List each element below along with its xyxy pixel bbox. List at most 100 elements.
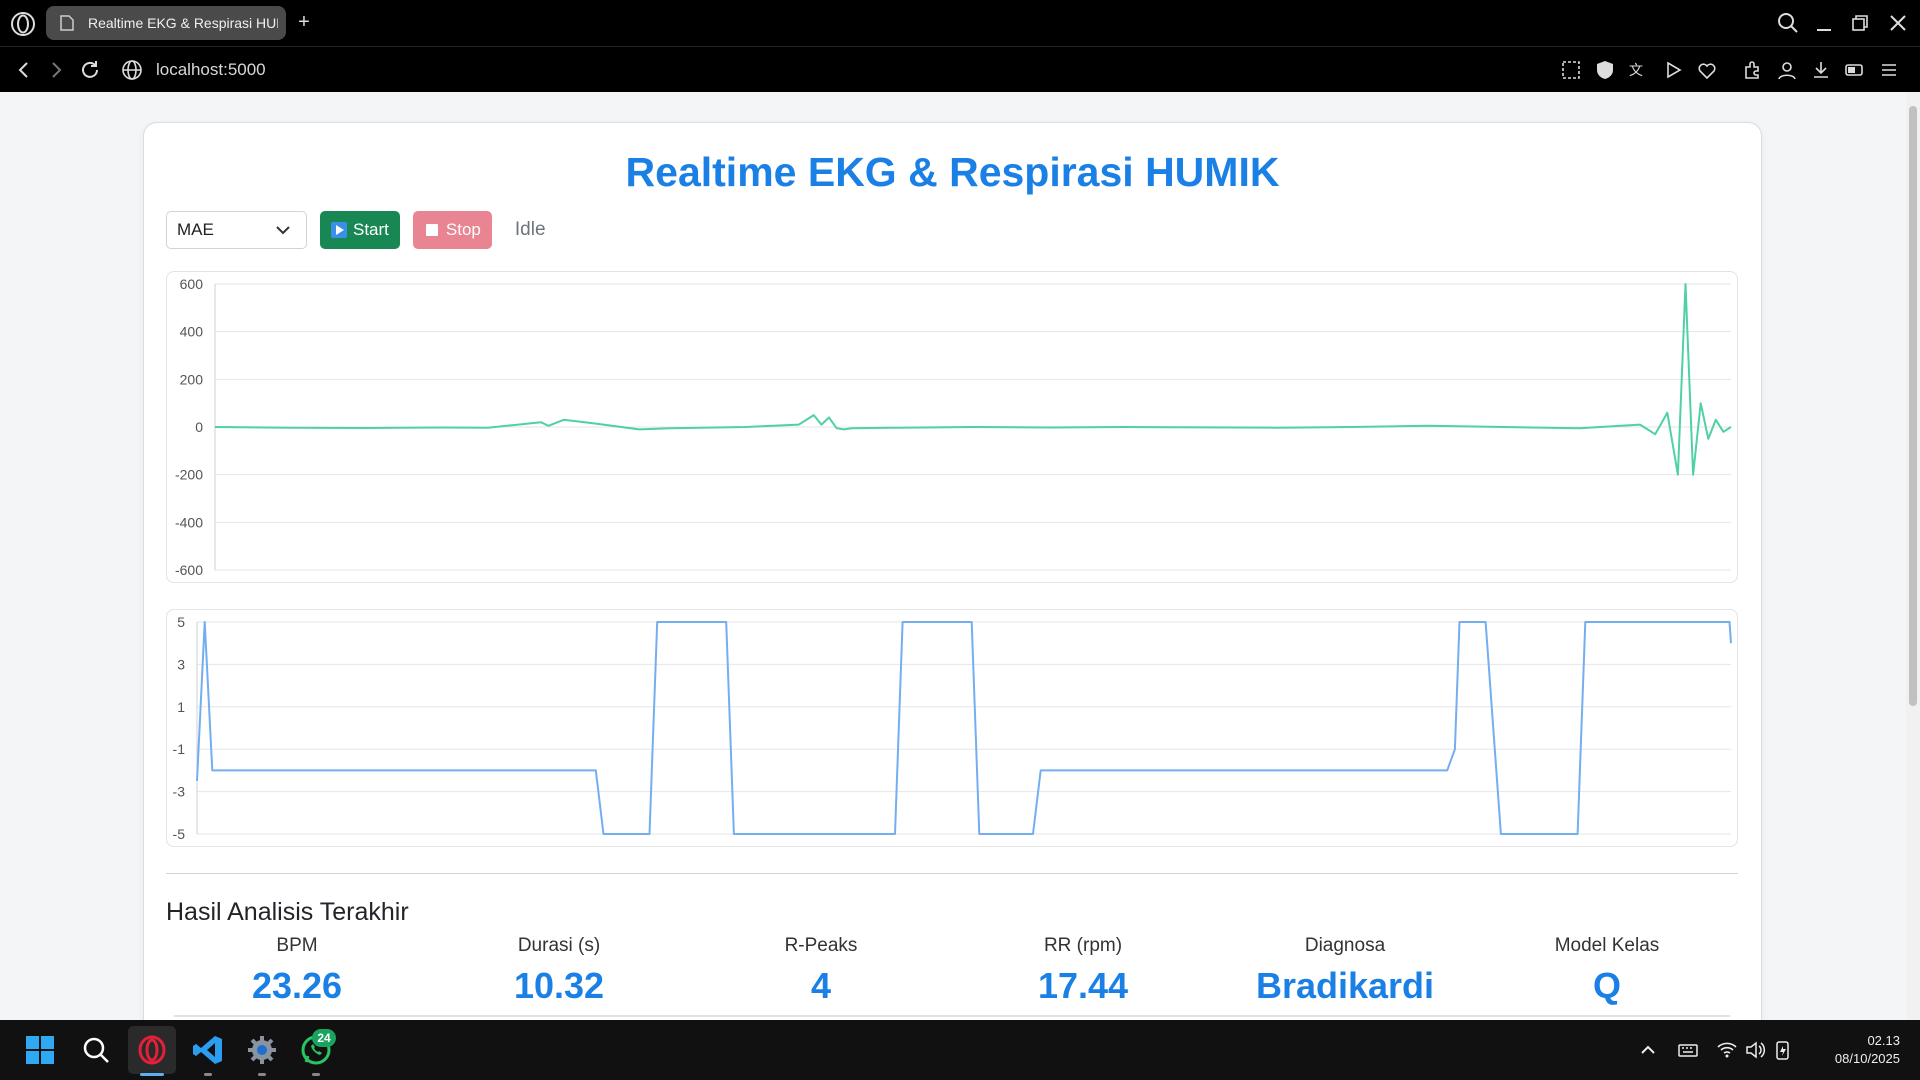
page-title: Realtime EKG & Respirasi HUMIK [625,149,1280,195]
y-tick-label: -400 [175,514,203,530]
stat-label: Model Kelas [1554,935,1660,956]
running-indicator [258,1073,266,1076]
opera-logo-icon[interactable] [10,11,36,37]
stat-label: Diagnosa [1304,935,1386,956]
battery-saver-icon[interactable] [1844,59,1866,81]
stat-model-class: Model Kelas Q [1476,935,1738,1007]
minimize-icon[interactable] [1812,11,1836,35]
y-tick-label: 200 [180,371,204,387]
y-tick-label: -200 [175,467,203,483]
status-text: Idle [514,219,546,240]
play-icon[interactable] [1662,59,1684,81]
y-tick-label: 600 [180,276,204,292]
url-field[interactable]: localhost:5000 [156,60,266,79]
series-line [214,283,1732,476]
start-button[interactable]: Start [320,211,400,249]
taskbar-active-app [128,1026,176,1074]
model-select[interactable]: MAE [166,211,307,249]
stat-value: 10.32 [513,965,605,1006]
running-indicator [204,1073,212,1076]
notification-badge: 24 [312,1029,336,1047]
ekg-chart: 600 400 200 0 -200 -400 -600 [166,271,1738,583]
y-tick-label: 3 [177,656,185,672]
stat-diagnosis: Diagnosa Bradikardi [1214,935,1476,1007]
vscode-icon[interactable] [192,1034,224,1066]
stat-value: Bradikardi [1255,965,1435,1006]
wifi-icon[interactable] [1716,1039,1738,1061]
respiration-chart: 5 3 1 -1 -3 -5 [166,609,1738,847]
extensions-icon[interactable] [1742,59,1764,81]
tab-title: Realtime EKG & Respirasi HUMIK [88,15,278,31]
translate-icon[interactable]: 文 [1628,59,1650,81]
windows-taskbar: 24 02.13 08/10/2025 [0,1020,1920,1080]
clock-date: 08/10/2025 [1834,1051,1900,1066]
y-tick-label: -600 [175,562,203,578]
restore-icon[interactable] [1848,11,1872,35]
new-tab-button[interactable]: + [298,11,310,33]
browser-tab-active[interactable]: Realtime EKG & Respirasi HUMIK [46,6,286,40]
stat-value: 4 [810,965,832,1006]
snapshot-icon[interactable] [1560,59,1582,81]
analysis-section-title: Hasil Analisis Terakhir [166,898,409,926]
y-tick-label: 400 [180,324,204,340]
y-tick-label: 1 [177,699,185,715]
battery-icon[interactable] [1772,1039,1794,1061]
stat-label: Durasi (s) [517,935,601,956]
y-tick-label: 5 [177,614,185,630]
ekg-chart-svg: 600 400 200 0 -200 -400 -600 [175,276,1732,578]
profile-icon[interactable] [1776,59,1798,81]
stat-value: 23.26 [251,965,343,1006]
opera-taskbar-icon[interactable] [136,1034,168,1066]
menu-icon[interactable] [1878,59,1900,81]
stat-label: R-Peaks [784,935,858,956]
search-tabs-icon[interactable] [1776,11,1800,35]
chevron-down-icon [276,226,290,235]
stop-icon [425,224,438,236]
model-select-value: MAE [177,220,214,239]
globe-icon [122,60,142,80]
scrollbar-thumb[interactable] [1909,106,1917,706]
document-icon [60,15,74,31]
settings-gear-icon[interactable] [246,1034,278,1066]
close-window-icon[interactable] [1886,11,1910,35]
stat-r-peaks: R-Peaks 4 [690,935,952,1007]
clock-time: 02.13 [1867,1033,1900,1048]
svg-text:文: 文 [1629,63,1643,79]
stat-label: BPM [276,935,318,956]
start-label: Start [353,220,389,239]
back-icon[interactable] [12,58,36,82]
browser-address-bar: localhost:5000 文 [0,46,1920,92]
section-divider [166,873,1738,874]
system-clock[interactable]: 02.13 08/10/2025 [1800,1032,1900,1068]
windows-start-icon[interactable] [24,1034,56,1066]
download-icon[interactable] [1810,59,1832,81]
y-tick-label: -3 [173,784,186,800]
browser-tab-bar: Realtime EKG & Respirasi HUMIK + [0,0,1920,46]
y-tick-label: -1 [173,741,186,757]
stat-bpm: BPM 23.26 [166,935,428,1007]
search-icon[interactable] [80,1034,112,1066]
reload-icon[interactable] [78,58,102,82]
forward-icon[interactable] [44,58,68,82]
analysis-stats: BPM 23.26 Durasi (s) 10.32 R-Peaks 4 RR … [166,935,1738,1007]
heart-icon[interactable] [1696,59,1718,81]
main-card: Realtime EKG & Respirasi HUMIK MAE Start… [143,122,1762,1020]
volume-icon[interactable] [1744,1039,1766,1061]
chevron-up-icon[interactable] [1637,1039,1659,1061]
stat-rr: RR (rpm) 17.44 [952,935,1214,1007]
page-viewport: Realtime EKG & Respirasi HUMIK MAE Start… [0,92,1906,1020]
table-border [174,1015,1730,1017]
respiration-chart-svg: 5 3 1 -1 -3 -5 [173,614,1732,842]
stop-label: Stop [445,220,481,239]
control-bar: MAE Start Stop Idle [166,211,546,249]
page-scrollbar[interactable] [1906,92,1920,1020]
keyboard-icon[interactable] [1677,1039,1699,1061]
stat-value: Q [1592,965,1621,1006]
stat-value: 17.44 [1037,965,1129,1006]
stat-label: RR (rpm) [1043,935,1123,956]
running-indicator [312,1073,320,1076]
series-line [196,621,1732,835]
y-tick-label: 0 [195,419,203,435]
stop-button[interactable]: Stop [412,211,492,249]
shield-icon[interactable] [1594,59,1616,81]
